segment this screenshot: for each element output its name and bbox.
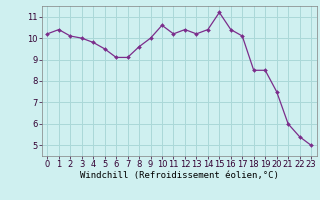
X-axis label: Windchill (Refroidissement éolien,°C): Windchill (Refroidissement éolien,°C): [80, 171, 279, 180]
